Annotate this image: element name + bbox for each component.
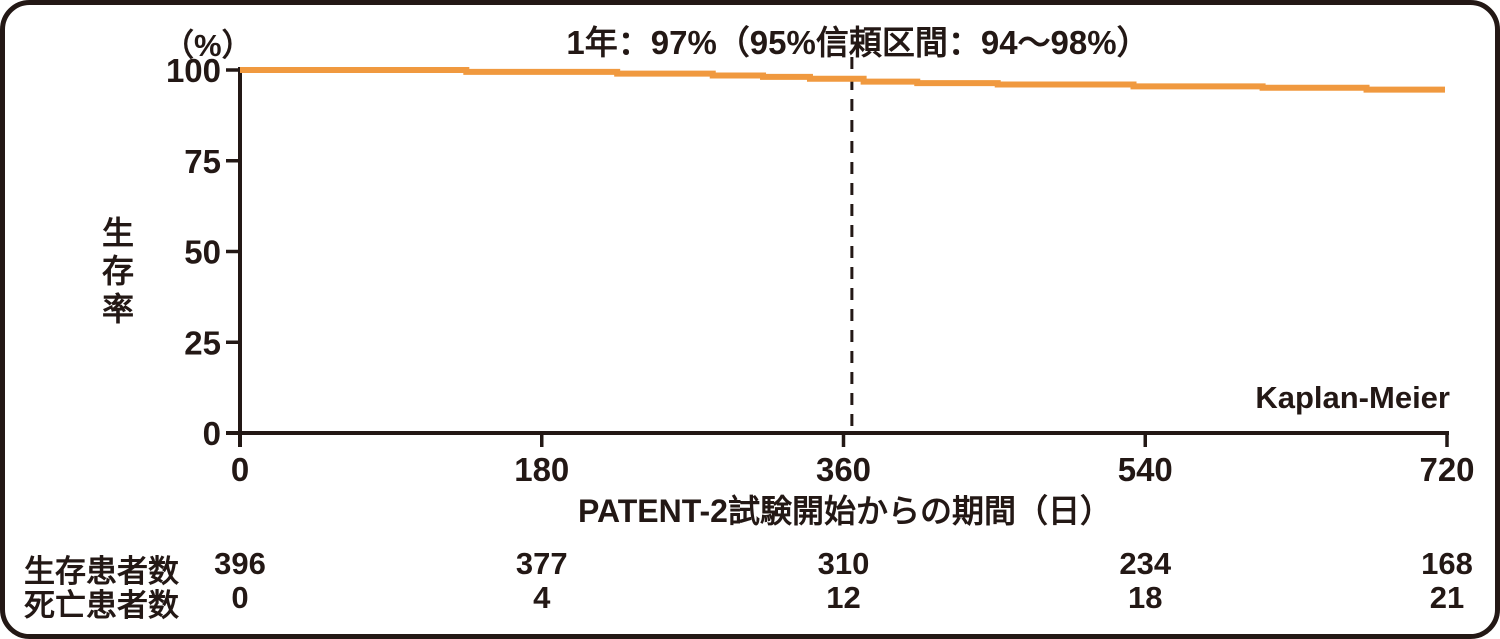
x-tick-label: 360 — [816, 451, 871, 488]
risk-row-label-dead: 死亡患者数 — [24, 588, 179, 623]
y-tick-label: 100 — [166, 52, 221, 89]
risk-table-value: 18 — [1128, 580, 1163, 615]
y-axis-label: 生存率 — [101, 215, 134, 327]
risk-table-value: 310 — [817, 546, 870, 581]
x-tick-label: 0 — [231, 451, 249, 488]
risk-table-value: 0 — [231, 580, 249, 615]
y-tick-label: 50 — [184, 234, 221, 271]
risk-table-value: 377 — [515, 546, 568, 581]
risk-table-value: 21 — [1429, 580, 1465, 615]
risk-table-value: 4 — [533, 580, 551, 615]
risk-table-value: 168 — [1421, 546, 1473, 581]
y-tick-label: 0 — [203, 415, 221, 452]
x-tick-label: 540 — [1118, 451, 1173, 488]
x-tick-label: 720 — [1419, 451, 1474, 488]
risk-table-value: 12 — [826, 580, 861, 615]
survival-curve — [240, 67, 1445, 93]
kaplan-meier-legend-label: Kaplan-Meier — [1255, 380, 1450, 415]
y-tick-label: 25 — [184, 324, 221, 361]
x-tick-label: 180 — [514, 451, 569, 488]
risk-row-label-alive: 生存患者数 — [24, 554, 179, 589]
y-tick-label: 75 — [184, 143, 221, 180]
risk-table-value: 396 — [214, 546, 266, 581]
risk-table-value: 234 — [1119, 546, 1172, 581]
annotation-title: 1年：97%（95%信頼区間：94～98%） — [566, 24, 1150, 61]
y-axis-unit-label: （%） — [163, 28, 253, 63]
x-axis-label: PATENT-2試験開始からの期間（日） — [578, 493, 1112, 529]
